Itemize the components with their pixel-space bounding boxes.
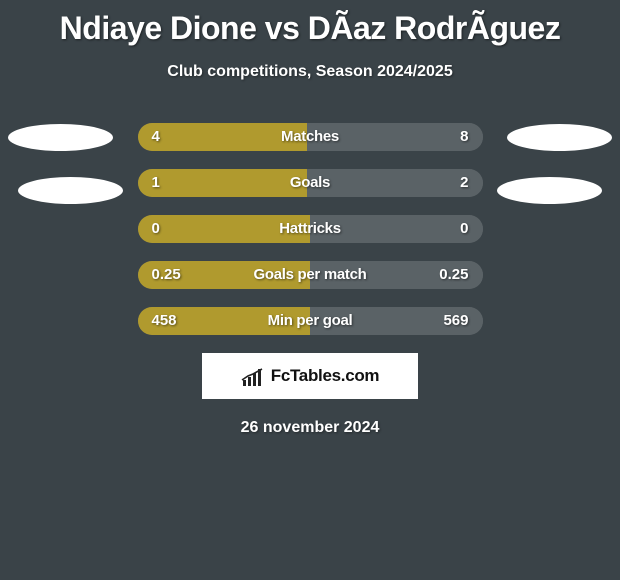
- stat-bar-track: [138, 123, 483, 151]
- stat-bar-left: [138, 307, 311, 335]
- stat-bar-right: [307, 169, 483, 197]
- stat-bar-track: [138, 261, 483, 289]
- stat-bar-left: [138, 261, 311, 289]
- stat-bar-right: [310, 261, 483, 289]
- page-subtitle: Club competitions, Season 2024/2025: [0, 63, 620, 81]
- stat-bar-right: [310, 215, 483, 243]
- stat-row: 458569Min per goal: [138, 307, 483, 335]
- stat-bar-left: [138, 123, 307, 151]
- stats-area: 48Matches 12Goals 00Hattricks 0.250.25Goals…: [0, 123, 620, 335]
- stat-bar-left: [138, 215, 311, 243]
- stat-row: 48Matches: [138, 123, 483, 151]
- stat-bar-right: [307, 123, 483, 151]
- stat-bar-track: [138, 169, 483, 197]
- stat-bar-right: [310, 307, 483, 335]
- branding-box: FcTables.com: [202, 353, 418, 399]
- stat-bar-track: [138, 215, 483, 243]
- stat-row: 00Hattricks: [138, 215, 483, 243]
- branding-text: FcTables.com: [271, 366, 380, 386]
- stat-row: 0.250.25Goals per match: [138, 261, 483, 289]
- stat-bar-track: [138, 307, 483, 335]
- stat-bar-left: [138, 169, 307, 197]
- page-title: Ndiaye Dione vs DÃaz RodrÃguez: [0, 0, 620, 47]
- bar-chart-icon: [241, 366, 265, 386]
- stat-row: 12Goals: [138, 169, 483, 197]
- generation-date: 26 november 2024: [0, 419, 620, 437]
